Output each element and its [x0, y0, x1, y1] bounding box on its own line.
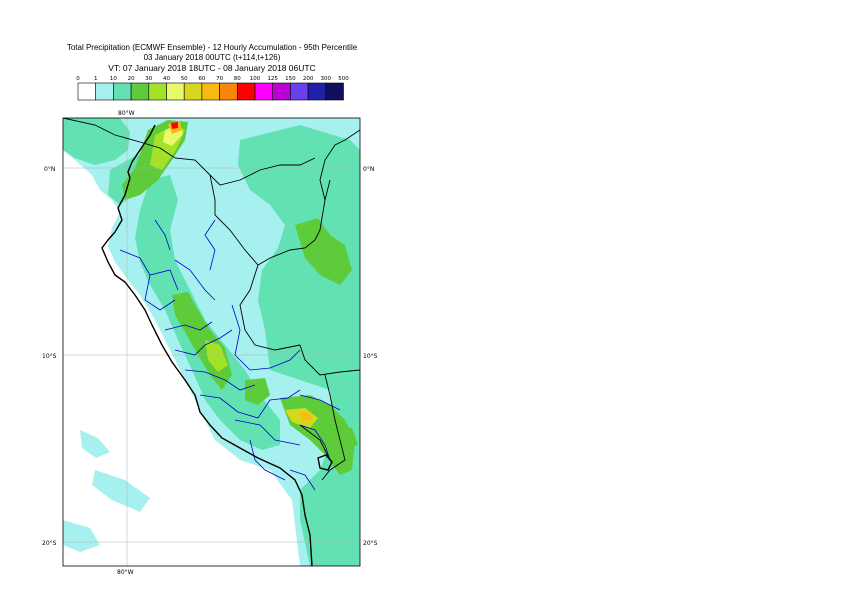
legend-tick-15: 500	[338, 76, 349, 82]
chart-subtitle-validity: VT: 07 January 2018 18UTC - 08 January 2…	[108, 63, 316, 73]
coastline	[101, 177, 313, 566]
precip-area-yellowgreen-andes	[205, 340, 228, 372]
lat-label-left-0: 0°N	[44, 166, 55, 173]
precip-area-green-east1	[295, 218, 352, 285]
legend-tick-10: 100	[250, 76, 261, 82]
lat-label-left-10s: 10°S	[42, 353, 57, 360]
legend-tick-0: 0	[76, 76, 80, 82]
lon-label-bottom: 80°W	[117, 569, 134, 576]
legend-tick-11: 125	[267, 76, 278, 82]
lon-label-top: 80°W	[118, 110, 135, 117]
legend-tick-13: 200	[303, 76, 314, 82]
legend-box-14	[325, 82, 344, 101]
legend-tick-2: 10	[110, 76, 117, 82]
color-legend: 0 1 10 20 30 40 50 60 70 80 100 125 150 200 300 500	[76, 76, 349, 101]
legend-tick-9: 80	[234, 76, 241, 82]
precip-area-medium-andes	[135, 175, 280, 450]
country-borders	[63, 118, 360, 481]
legend-tick-5: 40	[163, 76, 170, 82]
lake-titicaca	[317, 454, 333, 471]
legend-tick-8: 70	[216, 76, 223, 82]
lat-label-right-10s: 10°S	[363, 353, 378, 360]
precip-area-light-ocean-2	[92, 470, 150, 512]
legend-tick-3: 20	[128, 76, 135, 82]
legend-tick-1: 1	[94, 76, 98, 82]
legend-tick-labels: 0 1 10 20 30 40 50 60 70 80 100 125 150 200 300 500	[76, 76, 349, 82]
legend-tick-14: 300	[321, 76, 332, 82]
precip-area-light-ocean-3	[63, 520, 100, 552]
lat-label-left-20s: 20°S	[42, 540, 57, 547]
chart-subtitle-run: 03 January 2018 00UTC (t+114,t+126)	[143, 53, 281, 62]
legend-tick-4: 30	[145, 76, 152, 82]
legend-tick-6: 50	[181, 76, 188, 82]
precip-area-green-lake	[338, 425, 358, 448]
coastline-north	[127, 124, 156, 179]
lat-label-right-0: 0°N	[363, 166, 374, 173]
precip-area-orange-south	[300, 412, 312, 420]
legend-color-boxes	[77, 82, 344, 101]
precip-area-red-north	[171, 122, 178, 129]
region-boundaries	[119, 219, 341, 491]
precip-area-light-ocean-1	[80, 430, 110, 458]
chart-title: Total Precipitation (ECMWF Ensemble) - 1…	[66, 43, 358, 52]
legend-tick-12: 150	[285, 76, 296, 82]
legend-tick-7: 60	[198, 76, 205, 82]
precip-area-green-east2	[245, 378, 270, 405]
precip-area-medium-north	[63, 118, 130, 165]
map-frame	[62, 117, 361, 567]
lat-label-right-20s: 20°S	[363, 540, 378, 547]
